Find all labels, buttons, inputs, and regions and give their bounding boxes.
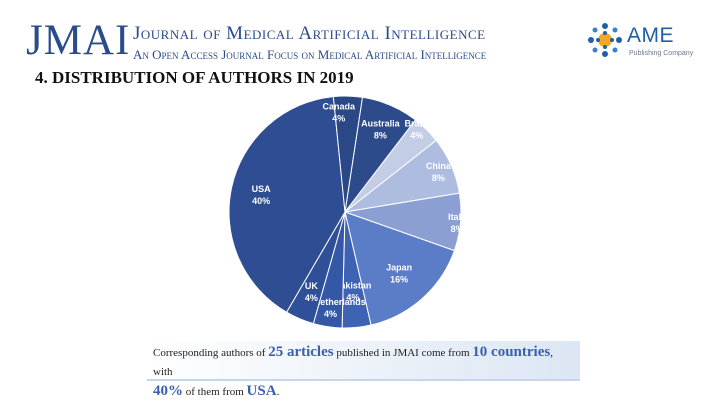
slice-value-pakistan: 4%	[346, 292, 359, 302]
note-highlight-articles: 25 articles	[268, 344, 334, 360]
slice-label-china: China	[426, 161, 452, 171]
ame-subtitle: Publishing Company	[629, 50, 694, 57]
section-title: 4. DISTRIBUTION OF AUTHORS IN 2019	[35, 68, 354, 87]
note-text-3: , with	[153, 347, 553, 378]
slice-label-japan: Japan	[386, 263, 412, 273]
note-highlight-countries: 10 countries	[472, 344, 551, 360]
slice-label-usa: USA	[252, 184, 272, 194]
note-text-2: published in JMAI come from	[333, 347, 473, 359]
slice-label-australia: Australia	[361, 119, 401, 129]
journal-subtitle: An Open Access Journal Focus on Medical …	[133, 47, 487, 62]
slice-label-canada: Canada	[322, 101, 356, 111]
journal-title: Journal of Medical Artificial Intelligen…	[133, 23, 486, 44]
slice-label-italy: Italy	[448, 212, 466, 222]
pie-slice-usa	[228, 96, 346, 313]
slice-value-the-netherlands: 4%	[324, 309, 337, 319]
jmai-logo: JMAI	[26, 17, 131, 64]
note-text-4: of them from	[183, 386, 247, 398]
slice-label-pakistan: Pakistan	[334, 280, 371, 290]
slice-label-the-netherlands: The Netherlands	[295, 297, 366, 307]
slice-label-brazil: Brazil	[405, 118, 430, 128]
slice-value-usa: 40%	[252, 196, 270, 206]
slice-value-uk: 4%	[305, 293, 318, 303]
header: JMAI Journal of Medical Artificial Intel…	[0, 0, 720, 70]
ame-publisher-logo: AME Publishing Company	[585, 20, 695, 64]
pie-slice-japan	[344, 211, 456, 326]
slice-value-australia: 8%	[374, 131, 387, 141]
summary-note: Corresponding authors of 25 articles pub…	[147, 341, 580, 399]
pie-slice-canada	[332, 95, 363, 213]
ame-dots-icon	[588, 23, 622, 57]
slice-value-brazil: 4%	[410, 130, 423, 140]
slice-value-china: 8%	[432, 173, 445, 183]
ame-wordmark: AME	[627, 24, 675, 47]
slice-value-japan: 16%	[390, 275, 408, 285]
slice-label-uk: UK	[305, 281, 318, 291]
note-text-1: Corresponding authors of	[153, 347, 269, 359]
note-text-5: .	[276, 386, 280, 398]
note-highlight-usa: USA	[246, 383, 277, 399]
slice-value-italy: 8%	[451, 224, 464, 234]
slice-value-canada: 4%	[332, 113, 345, 123]
note-highlight-percent: 40%	[153, 383, 183, 399]
